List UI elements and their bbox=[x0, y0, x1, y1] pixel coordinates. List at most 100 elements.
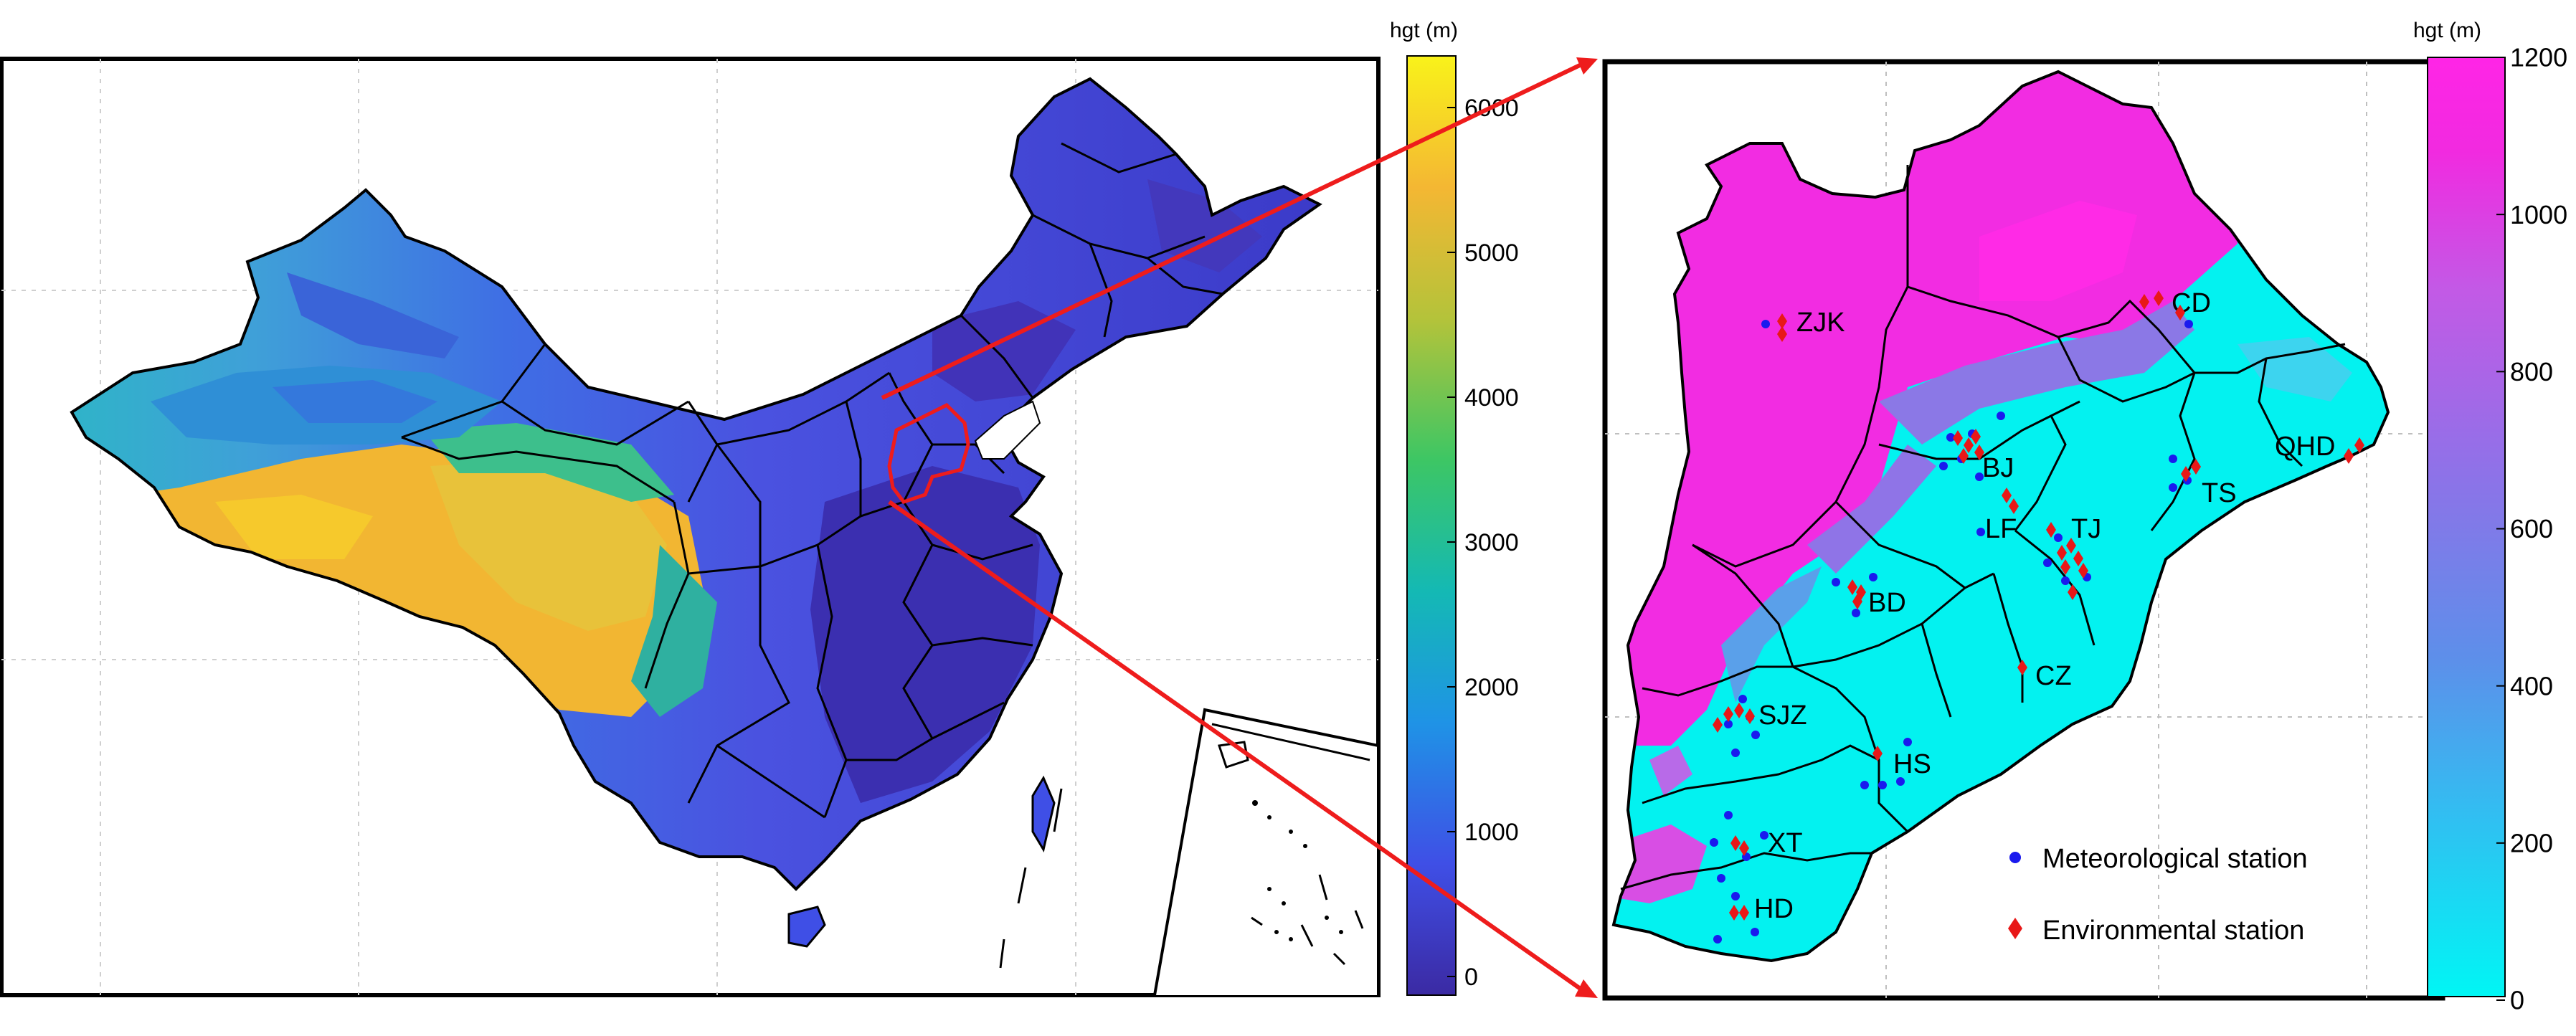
legend-env-marker bbox=[2008, 918, 2022, 939]
env-station bbox=[1739, 840, 1749, 856]
met-station bbox=[2043, 559, 2052, 567]
city-label-zjk: ZJK bbox=[1796, 308, 1845, 338]
env-station bbox=[2002, 488, 2012, 503]
met-station bbox=[1760, 831, 1768, 840]
colorbar-right-tick-label: 200 bbox=[2510, 828, 2553, 857]
legend-met-marker bbox=[2009, 852, 2021, 863]
met-station bbox=[1751, 928, 1759, 936]
met-station bbox=[1731, 749, 1740, 757]
city-label-qhd: QHD bbox=[2275, 432, 2335, 462]
env-station bbox=[1745, 708, 1755, 724]
colorbar-right-title: hgt (m) bbox=[2413, 19, 2481, 42]
colorbar-left-tick-label: 2000 bbox=[1464, 674, 1519, 701]
environmental-stations bbox=[1713, 290, 2364, 921]
met-station bbox=[1903, 738, 1912, 746]
env-station bbox=[2139, 294, 2149, 310]
colorbar-right-ticks: 0 200 400 600 800 1000 1200 bbox=[2496, 43, 2567, 1015]
bth-region-map: ZJK CD QHD BJ TS LF TJ BD CZ SJZ HS XT H… bbox=[1602, 59, 2445, 1001]
env-station bbox=[1953, 430, 1963, 446]
met-station bbox=[1896, 777, 1905, 786]
env-station bbox=[1971, 429, 1981, 445]
env-station bbox=[2078, 563, 2088, 579]
env-station bbox=[2344, 448, 2354, 464]
colorbar-right-tick-label: 400 bbox=[2510, 671, 2553, 700]
zoom-arrow-top-head bbox=[1576, 57, 1598, 75]
env-station bbox=[1734, 703, 1744, 718]
colorbar-left-tick-label: 5000 bbox=[1464, 239, 1519, 267]
colorbar-left-tick-label: 4000 bbox=[1464, 384, 1519, 412]
city-label-cz: CZ bbox=[2035, 661, 2072, 691]
met-station bbox=[1832, 578, 1840, 586]
zoom-arrow-top bbox=[881, 62, 1583, 400]
colorbar-right-tick-label: 1000 bbox=[2510, 200, 2567, 229]
zoom-arrow-bottom-head bbox=[1575, 979, 1598, 998]
env-station bbox=[2191, 459, 2201, 475]
env-station bbox=[1847, 579, 1857, 595]
met-station bbox=[1860, 781, 1869, 789]
env-station bbox=[1964, 437, 1974, 453]
legend: Meteorological station Environmental sta… bbox=[2008, 844, 2308, 946]
env-station bbox=[2175, 305, 2185, 320]
met-station bbox=[1717, 874, 1725, 883]
bth-outline bbox=[1611, 70, 2390, 963]
city-label-xt: XT bbox=[1768, 828, 1803, 858]
met-station bbox=[2169, 483, 2177, 492]
meteorological-stations bbox=[1710, 320, 2193, 944]
env-station bbox=[1872, 746, 1883, 761]
env-station bbox=[2354, 437, 2364, 453]
colorbar-left-tick-label: 0 bbox=[1464, 964, 1478, 991]
legend-env-label: Environmental station bbox=[2042, 916, 2304, 946]
env-station bbox=[1852, 594, 1862, 609]
city-label-ts: TS bbox=[2202, 478, 2237, 508]
met-station bbox=[1869, 573, 1877, 581]
met-station bbox=[1939, 462, 1948, 470]
taiwan-island bbox=[1031, 775, 1056, 852]
colorbar-right-bar bbox=[2427, 57, 2506, 997]
met-station bbox=[2054, 533, 2063, 542]
city-label-lf: LF bbox=[1985, 514, 2017, 544]
city-label-sjz: SJZ bbox=[1758, 700, 1807, 731]
env-station bbox=[2154, 290, 2164, 306]
met-station bbox=[2169, 455, 2177, 463]
colorbar-right-tick-label: 1200 bbox=[2510, 43, 2567, 72]
bth-region-outline-small bbox=[887, 402, 970, 504]
met-station bbox=[1724, 720, 1733, 728]
south-china-sea-inset bbox=[1153, 708, 1380, 996]
colorbar-left-tick-label: 3000 bbox=[1464, 529, 1519, 556]
met-station bbox=[1761, 320, 1770, 328]
colorbar-left: hgt (m) 0100020003000400050006000 bbox=[1390, 19, 1519, 996]
colorbar-left-tick-label: 1000 bbox=[1464, 819, 1519, 846]
env-station bbox=[1739, 905, 1749, 921]
met-station bbox=[1731, 892, 1740, 900]
colorbar-right-tick-label: 800 bbox=[2510, 357, 2553, 386]
met-station bbox=[1975, 472, 1984, 481]
province-boundaries bbox=[401, 142, 1223, 819]
city-label-hs: HS bbox=[1893, 749, 1931, 779]
env-station bbox=[2068, 584, 2078, 600]
met-station bbox=[2061, 576, 2070, 585]
legend-met-label: Meteorological station bbox=[2042, 844, 2308, 874]
met-station bbox=[1976, 528, 1985, 536]
colorbar-right-tick-label: 0 bbox=[2510, 986, 2524, 1015]
china-elevation-map bbox=[0, 57, 1381, 997]
bohai-sea bbox=[974, 400, 1041, 460]
env-station bbox=[1729, 905, 1739, 921]
env-station bbox=[1777, 313, 1787, 329]
env-station bbox=[2009, 498, 2019, 514]
env-station bbox=[1723, 706, 1733, 722]
env-station bbox=[1730, 835, 1741, 851]
env-station bbox=[2046, 522, 2056, 538]
env-station bbox=[2066, 538, 2076, 553]
met-station bbox=[1878, 781, 1887, 789]
met-station bbox=[1710, 838, 1718, 847]
env-station bbox=[2060, 559, 2070, 575]
hainan-island bbox=[787, 906, 826, 948]
met-station bbox=[1997, 412, 2005, 420]
island-dashes bbox=[999, 788, 1063, 969]
env-station bbox=[2017, 660, 2027, 675]
env-station bbox=[2057, 545, 2067, 561]
colorbar-left-ticks: 0100020003000400050006000 bbox=[1447, 95, 1519, 991]
city-boundaries bbox=[1620, 165, 2346, 890]
zoom-arrow-bottom bbox=[888, 500, 1583, 992]
env-station bbox=[1974, 445, 1984, 460]
